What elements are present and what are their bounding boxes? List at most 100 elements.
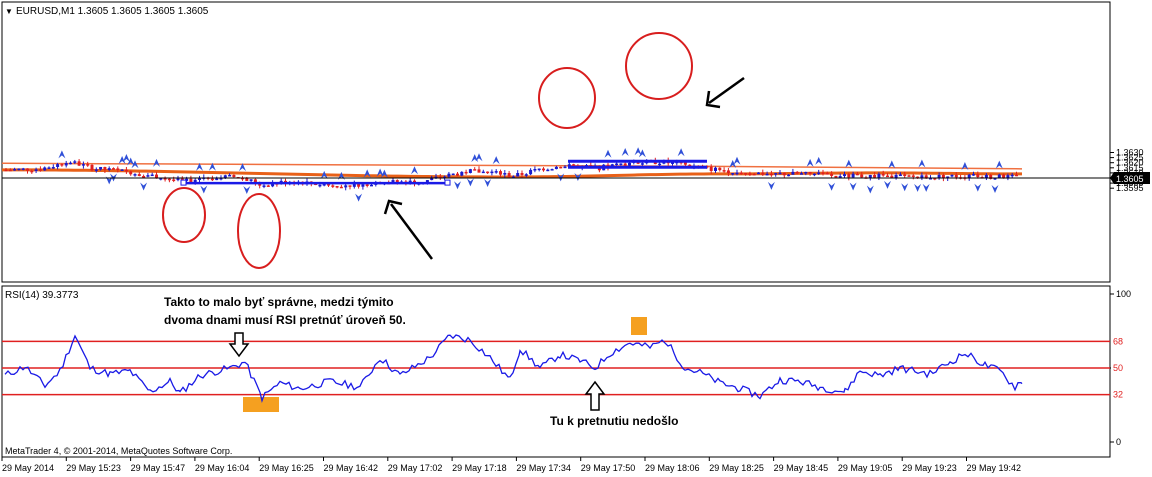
candle-body xyxy=(51,166,55,169)
candle-body xyxy=(542,168,545,171)
pointer-arrows xyxy=(383,76,745,260)
candle-body xyxy=(640,163,644,165)
candle-body xyxy=(812,173,816,176)
price-tick-label: 1.3615 xyxy=(1116,163,1144,173)
candle-body xyxy=(782,172,786,176)
candle-body xyxy=(361,184,365,187)
candle-body xyxy=(881,173,885,176)
candle-body xyxy=(77,161,81,166)
annotation-line-2: dvoma dnami musí RSI pretnúť úroveň 50. xyxy=(164,313,406,327)
fractal-down-icon xyxy=(914,183,922,192)
candle-body xyxy=(94,169,98,171)
candle-body xyxy=(559,166,563,169)
candle-body xyxy=(520,173,524,175)
fractal-up-icon xyxy=(961,161,969,170)
candle-body xyxy=(868,174,872,178)
fractal-down-icon xyxy=(849,182,857,191)
fractal-up-icon xyxy=(733,156,741,165)
fractal-up-icon xyxy=(492,156,500,165)
rsi-level-tag xyxy=(1111,362,1129,374)
fractal-down-icon xyxy=(574,173,582,182)
candle-body xyxy=(537,168,541,171)
time-tick-label: 29 May 19:42 xyxy=(967,463,1022,473)
candle-body xyxy=(1006,175,1010,179)
fractal-up-icon xyxy=(208,162,216,171)
candle-body xyxy=(4,169,8,172)
candle-body xyxy=(774,173,778,175)
candle-body xyxy=(258,183,262,186)
candle-body xyxy=(176,178,180,181)
candle-body xyxy=(933,178,937,180)
candle-body xyxy=(787,174,791,177)
line-handle xyxy=(444,179,451,186)
candle-body xyxy=(21,168,25,170)
fractal-down-icon xyxy=(466,178,474,187)
rsi-panel-frame xyxy=(1,285,1111,458)
candle-body xyxy=(344,185,348,188)
line-handle xyxy=(180,179,187,186)
candle-body xyxy=(116,168,120,170)
candle-body xyxy=(241,177,244,180)
candle-body xyxy=(873,174,877,178)
candle-body xyxy=(967,174,971,179)
candle-body xyxy=(808,171,812,174)
time-tick-label: 29 May 19:05 xyxy=(838,463,893,473)
candle-body xyxy=(327,184,330,186)
candle-body xyxy=(26,168,29,171)
arrow-icon xyxy=(389,203,434,260)
candle-body xyxy=(38,169,42,171)
candle-body xyxy=(718,167,722,171)
trend-lines[interactable] xyxy=(180,159,707,186)
ma-slow-line xyxy=(1,162,1023,170)
fractal-up-icon xyxy=(888,160,896,169)
candle-body xyxy=(563,166,567,169)
candle-body xyxy=(249,179,253,181)
candle-body xyxy=(481,171,485,174)
candle-body xyxy=(683,162,687,165)
fractal-down-icon xyxy=(454,181,461,190)
fractal-up-icon xyxy=(918,159,926,168)
candle-body xyxy=(524,174,528,176)
time-tick-label: 29 May 16:42 xyxy=(324,463,379,473)
rsi-tick-label: 100 xyxy=(1116,289,1131,299)
candle-body xyxy=(834,175,838,178)
fractal-up-icon xyxy=(239,163,246,172)
fractal-up-icon xyxy=(363,169,371,178)
candle-body xyxy=(322,184,326,186)
candle-body xyxy=(103,166,107,170)
candle-body xyxy=(752,173,756,176)
candle-body xyxy=(821,172,825,175)
candle-body xyxy=(112,168,115,170)
fractal-up-icon xyxy=(58,150,66,159)
triangle-down-icon[interactable]: ▼ xyxy=(5,7,13,16)
candle-body xyxy=(73,161,77,163)
price-tick-label: 1.3595 xyxy=(1116,183,1144,193)
candle-body xyxy=(1010,174,1014,177)
candle-body xyxy=(473,169,477,171)
candle-body xyxy=(167,178,171,181)
annotation-bottom: Tu k pretnutiu nedošlo xyxy=(550,414,678,428)
candle-body xyxy=(90,164,94,171)
fractal-up-icon xyxy=(153,158,160,167)
rsi-level-label: 32 xyxy=(1113,390,1123,400)
candle-body xyxy=(468,169,472,173)
candle-body xyxy=(99,166,103,170)
candle-body xyxy=(572,164,576,166)
candle-body xyxy=(984,174,988,178)
candle-body xyxy=(348,185,352,187)
candle-body xyxy=(43,167,47,171)
candle-body xyxy=(825,172,829,175)
time-tick-label: 29 May 17:50 xyxy=(581,463,636,473)
candle-body xyxy=(335,186,339,188)
fractal-up-icon xyxy=(411,166,418,175)
fractal-down-icon xyxy=(991,184,999,193)
rsi-level-tag xyxy=(1111,335,1129,348)
time-tick-label: 29 May 18:25 xyxy=(709,463,764,473)
candle-body xyxy=(339,186,343,189)
candle-body xyxy=(507,173,511,177)
candle-body xyxy=(817,172,821,175)
candle-body xyxy=(735,172,739,175)
fractal-up-icon xyxy=(196,162,203,171)
fractal-down-icon xyxy=(557,173,565,182)
